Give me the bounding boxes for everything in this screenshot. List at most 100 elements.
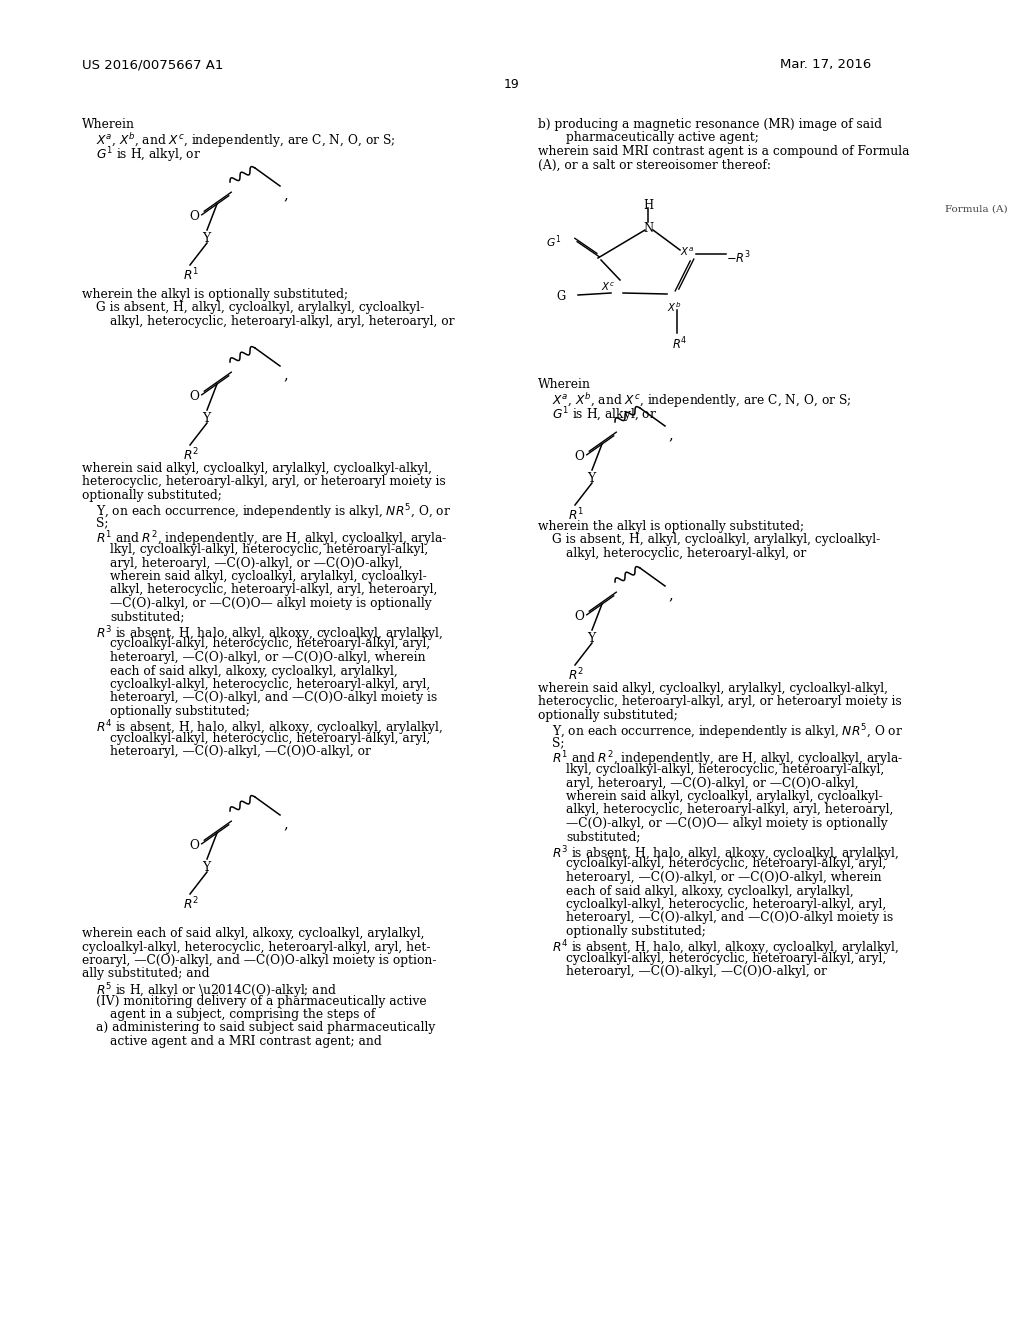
Text: cycloalkyl-alkyl, heterocyclic, heteroaryl-alkyl, aryl,: cycloalkyl-alkyl, heterocyclic, heteroar… bbox=[110, 678, 430, 690]
Text: O: O bbox=[189, 840, 199, 851]
Text: Wherein: Wherein bbox=[538, 378, 591, 391]
Text: $R^{4}$ is absent, H, halo, alkyl, alkoxy, cycloalkyl, arylalkyl,: $R^{4}$ is absent, H, halo, alkyl, alkox… bbox=[552, 939, 899, 958]
Text: optionally substituted;: optionally substituted; bbox=[538, 709, 678, 722]
Text: G is absent, H, alkyl, cycloalkyl, arylalkyl, cycloalkyl-: G is absent, H, alkyl, cycloalkyl, aryla… bbox=[96, 301, 424, 314]
Text: $X^{a}$, $X^{b}$, and $X^{c}$, independently, are C, N, O, or S;: $X^{a}$, $X^{b}$, and $X^{c}$, independe… bbox=[96, 132, 395, 150]
Text: H: H bbox=[643, 199, 653, 213]
Text: a) administering to said subject said pharmaceutically: a) administering to said subject said ph… bbox=[96, 1022, 435, 1035]
Text: each of said alkyl, alkoxy, cycloalkyl, arylalkyl,: each of said alkyl, alkoxy, cycloalkyl, … bbox=[110, 664, 397, 677]
Text: ,: , bbox=[283, 187, 288, 202]
Text: 19: 19 bbox=[504, 78, 520, 91]
Text: alkyl, heterocyclic, heteroaryl-alkyl, aryl, heteroaryl,: alkyl, heterocyclic, heteroaryl-alkyl, a… bbox=[566, 804, 893, 817]
Text: G: G bbox=[556, 290, 565, 304]
Text: wherein the alkyl is optionally substituted;: wherein the alkyl is optionally substitu… bbox=[538, 520, 804, 533]
Text: heteroaryl, —C(O)-alkyl, and —C(O)O-alkyl moiety is: heteroaryl, —C(O)-alkyl, and —C(O)O-alky… bbox=[110, 692, 437, 705]
Text: O: O bbox=[189, 210, 199, 223]
Text: active agent and a MRI contrast agent; and: active agent and a MRI contrast agent; a… bbox=[110, 1035, 382, 1048]
Text: S;: S; bbox=[552, 737, 564, 748]
Text: wherein said alkyl, cycloalkyl, arylalkyl, cycloalkyl-alkyl,: wherein said alkyl, cycloalkyl, arylalky… bbox=[538, 682, 888, 696]
Text: ,: , bbox=[668, 428, 673, 442]
Text: aryl, heteroaryl, —C(O)-alkyl, or —C(O)O-alkyl,: aryl, heteroaryl, —C(O)-alkyl, or —C(O)O… bbox=[566, 776, 859, 789]
Text: $-R^{3}$: $-R^{3}$ bbox=[726, 249, 751, 267]
Text: $R^{1}$: $R^{1}$ bbox=[568, 507, 584, 524]
Text: (IV) monitoring delivery of a pharmaceutically active: (IV) monitoring delivery of a pharmaceut… bbox=[96, 994, 427, 1007]
Text: Y: Y bbox=[202, 232, 210, 246]
Text: optionally substituted;: optionally substituted; bbox=[566, 925, 706, 939]
Text: alkyl, heterocyclic, heteroaryl-alkyl, or: alkyl, heterocyclic, heteroaryl-alkyl, o… bbox=[566, 546, 806, 560]
Text: wherein said alkyl, cycloalkyl, arylalkyl, cycloalkyl-alkyl,: wherein said alkyl, cycloalkyl, arylalky… bbox=[82, 462, 432, 475]
Text: aryl, heteroaryl, —C(O)-alkyl, or —C(O)O-alkyl,: aryl, heteroaryl, —C(O)-alkyl, or —C(O)O… bbox=[110, 557, 402, 569]
Text: $R^{3}$ is absent, H, halo, alkyl, alkoxy, cycloalkyl, arylalkyl,: $R^{3}$ is absent, H, halo, alkyl, alkox… bbox=[552, 843, 899, 863]
Text: heteroaryl, —C(O)-alkyl, and —C(O)O-alkyl moiety is: heteroaryl, —C(O)-alkyl, and —C(O)O-alky… bbox=[566, 912, 893, 924]
Text: Y: Y bbox=[587, 473, 595, 484]
Text: S;: S; bbox=[96, 516, 109, 529]
Text: wherein each of said alkyl, alkoxy, cycloalkyl, arylalkyl,: wherein each of said alkyl, alkoxy, cycl… bbox=[82, 927, 425, 940]
Text: heterocyclic, heteroaryl-alkyl, aryl, or heteroaryl moiety is: heterocyclic, heteroaryl-alkyl, aryl, or… bbox=[538, 696, 902, 709]
Text: $R^{4}$: $R^{4}$ bbox=[672, 337, 687, 352]
Text: heteroaryl, —C(O)-alkyl, or —C(O)O-alkyl, wherein: heteroaryl, —C(O)-alkyl, or —C(O)O-alkyl… bbox=[566, 871, 882, 884]
Text: (A), or a salt or stereoisomer thereof:: (A), or a salt or stereoisomer thereof: bbox=[538, 158, 771, 172]
Text: heteroaryl, —C(O)-alkyl, —C(O)O-alkyl, or: heteroaryl, —C(O)-alkyl, —C(O)O-alkyl, o… bbox=[566, 965, 826, 978]
Text: cycloalkyl-alkyl, heterocyclic, heteroaryl-alkyl, aryl,: cycloalkyl-alkyl, heterocyclic, heteroar… bbox=[110, 638, 430, 651]
Text: Y: Y bbox=[587, 632, 595, 645]
Text: alkyl, heterocyclic, heteroaryl-alkyl, aryl, heteroaryl,: alkyl, heterocyclic, heteroaryl-alkyl, a… bbox=[110, 583, 437, 597]
Text: US 2016/0075667 A1: US 2016/0075667 A1 bbox=[82, 58, 223, 71]
Text: lkyl, cycloalkyl-alkyl, heterocyclic, heteroaryl-alkyl,: lkyl, cycloalkyl-alkyl, heterocyclic, he… bbox=[566, 763, 885, 776]
Text: $X^{a}$: $X^{a}$ bbox=[680, 246, 694, 259]
Text: $G^{1}$ is H, alkyl, or: $G^{1}$ is H, alkyl, or bbox=[96, 145, 201, 165]
Text: heteroaryl, —C(O)-alkyl, —C(O)O-alkyl, or: heteroaryl, —C(O)-alkyl, —C(O)O-alkyl, o… bbox=[110, 746, 371, 759]
Text: pharmaceutically active agent;: pharmaceutically active agent; bbox=[566, 132, 759, 144]
Text: b) producing a magnetic resonance (MR) image of said: b) producing a magnetic resonance (MR) i… bbox=[538, 117, 882, 131]
Text: $X^{c}$: $X^{c}$ bbox=[601, 281, 615, 293]
Text: $R^{1}$: $R^{1}$ bbox=[183, 267, 199, 284]
Text: cycloalkyl-alkyl, heterocyclic, heteroaryl-alkyl, aryl,: cycloalkyl-alkyl, heterocyclic, heteroar… bbox=[566, 952, 886, 965]
Text: $R^{2}$: $R^{2}$ bbox=[183, 896, 199, 912]
Text: eroaryl, —C(O)-alkyl, and —C(O)O-alkyl moiety is option-: eroaryl, —C(O)-alkyl, and —C(O)O-alkyl m… bbox=[82, 954, 436, 968]
Text: O: O bbox=[189, 389, 199, 403]
Text: $R^{1}$ and $R^{2}$, independently, are H, alkyl, cycloalkyl, aryla-: $R^{1}$ and $R^{2}$, independently, are … bbox=[552, 750, 903, 770]
Text: $R^{2}$: $R^{2}$ bbox=[568, 667, 584, 684]
Text: wherein said MRI contrast agent is a compound of Formula: wherein said MRI contrast agent is a com… bbox=[538, 145, 909, 158]
Text: heteroaryl, —C(O)-alkyl, or —C(O)O-alkyl, wherein: heteroaryl, —C(O)-alkyl, or —C(O)O-alkyl… bbox=[110, 651, 426, 664]
Text: Mar. 17, 2016: Mar. 17, 2016 bbox=[780, 58, 871, 71]
Text: $G^{1}$: $G^{1}$ bbox=[546, 234, 561, 249]
Text: ,: , bbox=[283, 817, 288, 832]
Text: —C(O)-alkyl, or —C(O)O— alkyl moiety is optionally: —C(O)-alkyl, or —C(O)O— alkyl moiety is … bbox=[110, 597, 432, 610]
Text: Wherein: Wherein bbox=[82, 117, 135, 131]
Text: ,: , bbox=[668, 587, 673, 602]
Text: $R^{1}$ and $R^{2}$, independently, are H, alkyl, cycloalkyl, aryla-: $R^{1}$ and $R^{2}$, independently, are … bbox=[96, 529, 447, 549]
Text: Y: Y bbox=[202, 412, 210, 425]
Text: Y, on each occurrence, independently is alkyl, $NR^{5}$, O, or: Y, on each occurrence, independently is … bbox=[96, 503, 452, 523]
Text: each of said alkyl, alkoxy, cycloalkyl, arylalkyl,: each of said alkyl, alkoxy, cycloalkyl, … bbox=[566, 884, 854, 898]
Text: optionally substituted;: optionally substituted; bbox=[110, 705, 250, 718]
Text: $R^{2}$: $R^{2}$ bbox=[183, 447, 199, 463]
Text: G is absent, H, alkyl, cycloalkyl, arylalkyl, cycloalkyl-: G is absent, H, alkyl, cycloalkyl, aryla… bbox=[552, 533, 881, 546]
Text: $X^{a}$, $X^{b}$, and $X^{c}$, independently, are C, N, O, or S;: $X^{a}$, $X^{b}$, and $X^{c}$, independe… bbox=[552, 392, 852, 411]
Text: lkyl, cycloalkyl-alkyl, heterocyclic, heteroaryl-alkyl,: lkyl, cycloalkyl-alkyl, heterocyclic, he… bbox=[110, 543, 428, 556]
Text: O: O bbox=[574, 450, 584, 463]
Text: substituted;: substituted; bbox=[566, 830, 640, 843]
Text: $R^{5}$ is H, alkyl or \u2014C(O)-alkyl; and: $R^{5}$ is H, alkyl or \u2014C(O)-alkyl;… bbox=[96, 981, 337, 1001]
Text: cycloalkyl-alkyl, heterocyclic, heteroaryl-alkyl, aryl, het-: cycloalkyl-alkyl, heterocyclic, heteroar… bbox=[82, 940, 430, 953]
Text: substituted;: substituted; bbox=[110, 610, 184, 623]
Text: $R^{4}$ is absent, H, halo, alkyl, alkoxy, cycloalkyl, arylalkyl,: $R^{4}$ is absent, H, halo, alkyl, alkox… bbox=[96, 718, 443, 738]
Text: wherein the alkyl is optionally substituted;: wherein the alkyl is optionally substitu… bbox=[82, 288, 348, 301]
Text: wherein said alkyl, cycloalkyl, arylalkyl, cycloalkyl-: wherein said alkyl, cycloalkyl, arylalky… bbox=[110, 570, 427, 583]
Text: O: O bbox=[574, 610, 584, 623]
Text: ,: , bbox=[283, 368, 288, 381]
Text: ally substituted; and: ally substituted; and bbox=[82, 968, 210, 981]
Text: $X^{b}$: $X^{b}$ bbox=[667, 300, 681, 314]
Text: cycloalkyl-alkyl, heterocyclic, heteroaryl-alkyl, aryl,: cycloalkyl-alkyl, heterocyclic, heteroar… bbox=[110, 733, 430, 744]
Text: $R^{3}$ is absent, H, halo, alkyl, alkoxy, cycloalkyl, arylalkyl,: $R^{3}$ is absent, H, halo, alkyl, alkox… bbox=[96, 624, 443, 644]
Text: alkyl, heterocyclic, heteroaryl-alkyl, aryl, heteroaryl, or: alkyl, heterocyclic, heteroaryl-alkyl, a… bbox=[110, 315, 455, 327]
Text: Y: Y bbox=[202, 861, 210, 874]
Text: cycloalkyl-alkyl, heterocyclic, heteroaryl-alkyl, aryl,: cycloalkyl-alkyl, heterocyclic, heteroar… bbox=[566, 858, 886, 870]
Text: —C(O)-alkyl, or —C(O)O— alkyl moiety is optionally: —C(O)-alkyl, or —C(O)O— alkyl moiety is … bbox=[566, 817, 888, 830]
Text: N: N bbox=[643, 222, 653, 235]
Text: $G^{1}$ is H, alkyl, or: $G^{1}$ is H, alkyl, or bbox=[552, 405, 657, 425]
Text: cycloalkyl-alkyl, heterocyclic, heteroaryl-alkyl, aryl,: cycloalkyl-alkyl, heterocyclic, heteroar… bbox=[566, 898, 886, 911]
Text: optionally substituted;: optionally substituted; bbox=[82, 488, 222, 502]
Text: Formula (A): Formula (A) bbox=[945, 205, 1008, 214]
Text: wherein said alkyl, cycloalkyl, arylalkyl, cycloalkyl-: wherein said alkyl, cycloalkyl, arylalky… bbox=[566, 789, 883, 803]
Text: heterocyclic, heteroaryl-alkyl, aryl, or heteroaryl moiety is: heterocyclic, heteroaryl-alkyl, aryl, or… bbox=[82, 475, 445, 488]
